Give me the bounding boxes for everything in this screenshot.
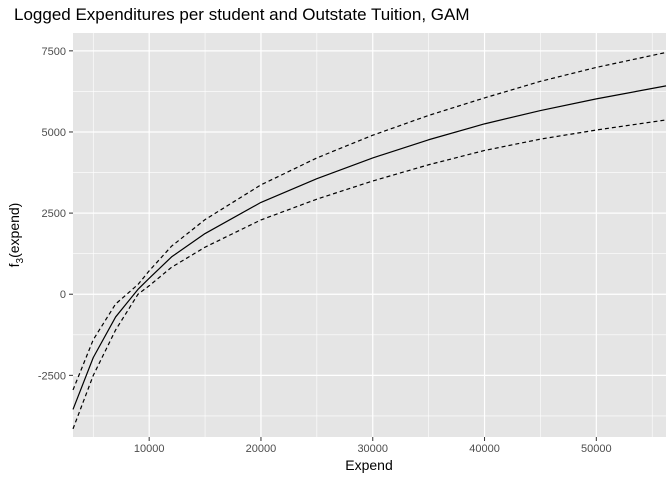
x-tick-label: 40000 [469,443,500,455]
y-tick-label: 7500 [42,46,66,58]
y-axis: -2500 0 2500 5000 7500 [38,46,73,382]
series-line-lower [72,119,667,430]
chart-title: Logged Expenditures per student and Outs… [14,5,470,24]
y-axis-title-base: f [6,263,22,267]
x-tick-label: 10000 [134,443,165,455]
x-tick-label: 30000 [357,443,388,455]
x-axis: 10000 20000 30000 40000 50000 [134,437,612,455]
x-tick-label: 50000 [581,443,612,455]
y-axis-title-suffix: (expend) [6,203,22,258]
y-tick-label: -2500 [38,370,66,382]
y-axis-title: f3(expend) [6,203,26,268]
series-line-upper [72,51,667,391]
y-axis-title-subscript: 3 [15,257,26,263]
major-gridlines [73,33,666,437]
y-tick-label: 2500 [42,208,66,220]
y-tick-label: 5000 [42,127,66,139]
y-tick-label: 0 [60,289,66,301]
series-line-fit [72,85,667,410]
minor-gridlines [73,33,666,437]
x-axis-title: Expend [345,457,392,473]
series-group [72,51,667,430]
x-tick-label: 20000 [246,443,277,455]
plot-panel [73,33,666,437]
